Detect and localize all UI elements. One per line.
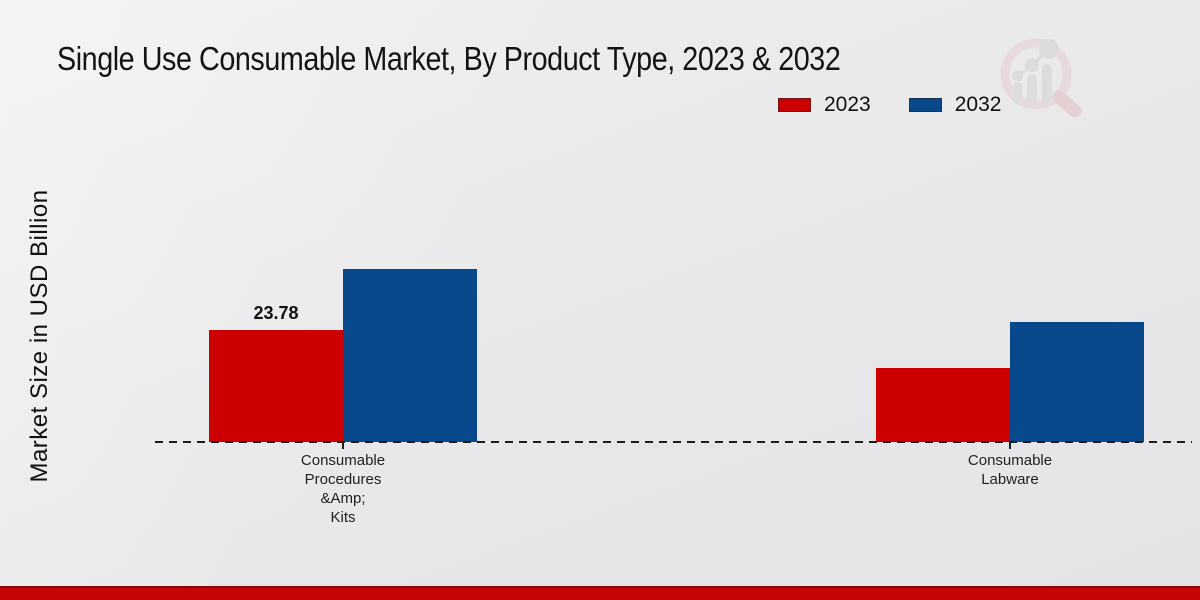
chart-title: Single Use Consumable Market, By Product… (57, 40, 841, 77)
footer-accent-bar (0, 586, 1200, 600)
y-axis-label: Market Size in USD Billion (26, 189, 53, 483)
bar-2023-category-0 (209, 330, 343, 442)
bar-2032-category-1 (1010, 322, 1144, 442)
legend: 2023 2032 (778, 93, 1001, 117)
bar-value-label: 23.78 (253, 303, 299, 323)
legend-swatch-2032 (908, 98, 942, 112)
axis-tick-0 (342, 442, 344, 449)
legend-swatch-2023 (778, 98, 811, 112)
x-axis-baseline (155, 441, 1192, 443)
category-label-0: Consumable Procedures &Amp; Kits (300, 452, 386, 526)
magnifier-bar-chart-logo-icon (1000, 38, 1082, 118)
bar-2023-category-1 (876, 368, 1010, 442)
legend-label-2032: 2032 (954, 93, 1002, 116)
category-label-1: Consumable Labware (967, 452, 1053, 488)
bar-2032-category-0 (343, 269, 477, 442)
legend-item-2023: 2023 (778, 93, 871, 117)
axis-tick-1 (1009, 442, 1011, 449)
legend-item-2032: 2032 (908, 93, 1002, 117)
legend-label-2023: 2023 (824, 93, 871, 116)
